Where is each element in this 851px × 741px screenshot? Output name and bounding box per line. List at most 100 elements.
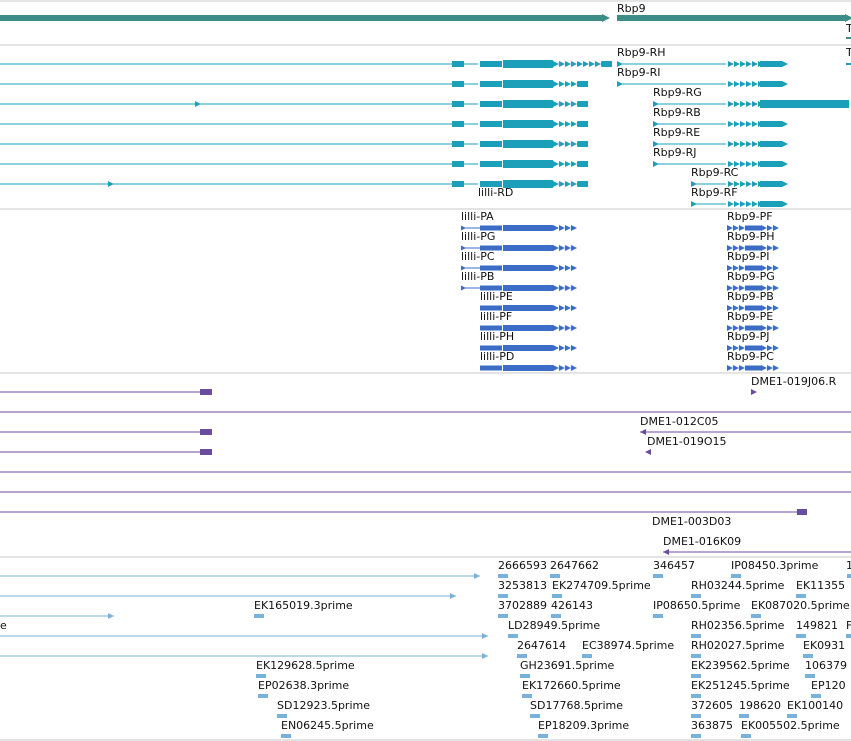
strand-arrow (727, 285, 733, 291)
strand-arrow (728, 61, 734, 67)
transcript-label[interactable]: Rbp9-RJ (653, 146, 697, 159)
est-label[interactable]: EP120 (811, 679, 846, 692)
est-label[interactable]: EK251245.5prime (691, 679, 790, 692)
clone-label[interactable]: DME1-003D03 (652, 515, 732, 528)
est-label[interactable]: EK239562.5prime (691, 659, 790, 672)
protein-label[interactable]: Rbp9-PE (727, 310, 774, 323)
est-label[interactable]: RH02356.5prime (691, 619, 785, 632)
clone-label[interactable]: DME1-019O15 (647, 435, 727, 448)
strand-arrow (746, 161, 752, 167)
strand-arrow (571, 325, 577, 331)
protein-label[interactable]: Rbp9-PG (727, 270, 775, 283)
transcript-label[interactable]: Rbp9-RB (653, 106, 701, 119)
est-label[interactable]: IP08650.5prime (653, 599, 741, 612)
protein-label[interactable]: Rbp9-PI (727, 250, 770, 263)
est-label[interactable]: 198620 (739, 699, 781, 712)
transcript-label[interactable]: lilli-RD (478, 186, 514, 199)
strand-arrow (740, 201, 746, 207)
transcript-label[interactable]: T (846, 46, 851, 59)
protein-label[interactable]: lilli-PE (480, 290, 513, 303)
est-label[interactable]: EK005502.5prime (741, 719, 840, 732)
est-label[interactable]: 426143 (551, 599, 593, 612)
transcript-label[interactable]: Rbp9-RH (617, 46, 666, 59)
est-label[interactable]: LD28949.5prime (508, 619, 601, 632)
protein-label[interactable]: lilli-PG (461, 230, 496, 243)
est-glyph (520, 674, 530, 678)
protein-label[interactable]: lilli-PA (461, 210, 494, 223)
clone-label[interactable]: DME1-012C05 (640, 415, 719, 428)
strand-arrow (727, 225, 733, 231)
transcript-label[interactable]: Rbp9-RC (691, 166, 739, 179)
est-glyph (498, 614, 508, 618)
est-label[interactable]: 2666593 (498, 559, 547, 572)
exon-block (452, 141, 464, 147)
strand-arrow (739, 265, 745, 271)
est-label[interactable]: EP18209.3prime (538, 719, 630, 732)
strand-arrow (565, 81, 571, 87)
protein-label[interactable]: Rbp9-PF (727, 210, 773, 223)
exon-block (760, 181, 782, 187)
est-label[interactable]: EK129628.5prime (256, 659, 355, 672)
protein-label[interactable]: Rbp9-PC (727, 350, 774, 363)
est-label[interactable]: GH23691.5prime (520, 659, 615, 672)
est-label[interactable]: 149821 (796, 619, 838, 632)
strand-arrow (553, 101, 559, 107)
exon-block (503, 100, 553, 108)
protein-label[interactable]: lilli-PB (461, 270, 495, 283)
gene-label[interactable]: Rbp9 (617, 2, 646, 15)
est-label[interactable]: EK274709.5prime (552, 579, 651, 592)
est-label[interactable]: EK11355 (796, 579, 846, 592)
strand-arrow (782, 121, 788, 127)
est-label[interactable]: 106379 (805, 659, 847, 672)
strand-arrow (553, 141, 559, 147)
exon-block (200, 429, 212, 435)
clone-label[interactable]: DME1-016K09 (663, 535, 742, 548)
protein-label[interactable]: Rbp9-PB (727, 290, 774, 303)
est-label[interactable]: 2647614 (517, 639, 566, 652)
protein-label[interactable]: lilli-PD (480, 350, 515, 363)
est-label[interactable]: RH02027.5prime (691, 639, 785, 652)
est-label[interactable]: EK165019.3prime (254, 599, 353, 612)
est-label[interactable]: 346457 (653, 559, 695, 572)
protein-label[interactable]: lilli-PF (480, 310, 513, 323)
exon-block (503, 160, 553, 168)
est-label[interactable]: 3253813 (498, 579, 547, 592)
est-label[interactable]: IP08450.3prime (731, 559, 819, 572)
est-label[interactable]: EK0931 (803, 639, 846, 652)
est-label[interactable]: 1 (846, 559, 851, 572)
transcript-label[interactable]: Rbp9-RG (653, 86, 702, 99)
est-label[interactable]: 372605 (691, 699, 733, 712)
est-label[interactable]: EK100140 (787, 699, 844, 712)
est-label[interactable]: RH03244.5prime (691, 579, 785, 592)
strand-arrow (565, 161, 571, 167)
est-label[interactable]: 363875 (691, 719, 733, 732)
exon-block (480, 345, 502, 351)
transcript-label[interactable]: Rbp9-RF (691, 186, 738, 199)
est-label[interactable]: SD12923.5prime (277, 699, 370, 712)
est-label[interactable]: EK172660.5prime (522, 679, 621, 692)
est-label[interactable]: 3702889 (498, 599, 547, 612)
strand-arrow (727, 325, 733, 331)
est-label[interactable]: EC38974.5prime (582, 639, 675, 652)
strand-arrow (571, 265, 577, 271)
est-label[interactable]: SD17768.5prime (530, 699, 623, 712)
est-label[interactable]: EN06245.5prime (281, 719, 374, 732)
est-label[interactable]: EP02638.3prime (258, 679, 350, 692)
exon-block (745, 365, 761, 371)
exon-block (503, 80, 553, 88)
est-label[interactable]: F (846, 619, 851, 632)
protein-label[interactable]: Rbp9-PH (727, 230, 775, 243)
protein-label[interactable]: Rbp9-PJ (727, 330, 770, 343)
est-label[interactable]: e (0, 619, 7, 632)
strand-arrow (571, 285, 577, 291)
protein-label[interactable]: lilli-PC (461, 250, 495, 263)
protein-label[interactable]: lilli-PH (480, 330, 515, 343)
est-label[interactable]: EK087020.5prime (751, 599, 850, 612)
est-glyph (731, 574, 741, 578)
transcript-label[interactable]: Rbp9-RE (653, 126, 701, 139)
clone-label[interactable]: DME1-019J06.R (751, 375, 837, 388)
gene-label[interactable]: T (846, 22, 851, 35)
transcript-label[interactable]: Rbp9-RI (617, 66, 661, 79)
est-label[interactable]: 2647662 (550, 559, 599, 572)
